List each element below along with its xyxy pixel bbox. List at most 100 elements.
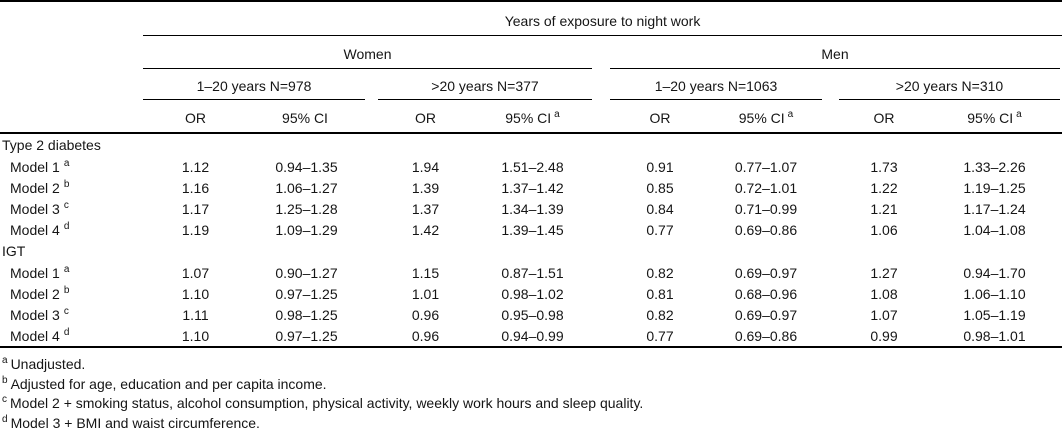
- ci-value: 0.68–0.96: [710, 283, 822, 304]
- row-label: Model 4 d: [0, 325, 143, 347]
- model-label: Model 3: [10, 201, 60, 217]
- or-value: 0.99: [839, 325, 929, 347]
- ci-value: 1.33–2.26: [929, 156, 1060, 177]
- column-header-ci: 95% CI: [248, 100, 365, 134]
- sex-header-women: Women: [143, 36, 592, 69]
- or-value: 0.84: [610, 198, 710, 219]
- or-value: 1.07: [143, 262, 248, 283]
- footnote-marker: b: [64, 179, 70, 190]
- or-value: 1.94: [378, 156, 473, 177]
- sex-header-row: Women Men: [0, 36, 1062, 69]
- ci-label: 95% CI: [505, 110, 551, 126]
- footnote-marker: c: [64, 200, 69, 211]
- paper-table-figure: Years of exposure to night work Women Me…: [0, 0, 1062, 419]
- or-value: 1.11: [143, 304, 248, 325]
- spacer-cell: [365, 69, 378, 100]
- or-value: 1.15: [378, 262, 473, 283]
- ci-value: 0.72–1.01: [710, 177, 822, 198]
- footnote-text: Model 3 + BMI and waist circumference.: [11, 415, 260, 431]
- spacer-cell: [822, 325, 839, 347]
- row-label: Model 2 b: [0, 283, 143, 304]
- footnote-text: Model 2 + smoking status, alcohol consum…: [10, 395, 643, 411]
- footnote-marker: d: [64, 327, 70, 338]
- spacer-cell: [592, 177, 610, 198]
- footnote-marker: a: [1016, 109, 1022, 120]
- spacer-cell: [592, 304, 610, 325]
- ci-label: 95% CI: [282, 110, 328, 126]
- ci-value: 1.06–1.10: [929, 283, 1060, 304]
- footnote-marker: a: [554, 109, 560, 120]
- or-value: 1.10: [143, 325, 248, 347]
- spacer-cell: [365, 283, 378, 304]
- or-value: 1.37: [378, 198, 473, 219]
- spacer-cell: [822, 304, 839, 325]
- model-label: Model 2: [10, 286, 60, 302]
- ci-value: 1.06–1.27: [248, 177, 365, 198]
- spacer-cell: [365, 304, 378, 325]
- column-header-or: OR: [839, 100, 929, 134]
- footnote-marker: d: [64, 221, 70, 232]
- spacer-cell: [592, 198, 610, 219]
- footnote-marker: a: [64, 264, 70, 275]
- spacer-cell: [822, 262, 839, 283]
- ci-value: 0.98–1.25: [248, 304, 365, 325]
- spacer-cell: [592, 156, 610, 177]
- ci-value: 0.94–1.70: [929, 262, 1060, 283]
- or-value: 1.73: [839, 156, 929, 177]
- spacer-cell: [592, 219, 610, 240]
- or-value: 0.77: [610, 325, 710, 347]
- blank-corner: [0, 69, 143, 100]
- section-label: Type 2 diabetes: [0, 133, 1062, 156]
- or-value: 1.06: [839, 219, 929, 240]
- ci-label: 95% CI: [967, 110, 1013, 126]
- footnote-marker: b: [64, 285, 70, 296]
- table-title: Years of exposure to night work: [143, 1, 1062, 36]
- spacer-cell: [822, 283, 839, 304]
- ci-value: 0.98–1.02: [473, 283, 592, 304]
- ci-value: 0.69–0.86: [710, 325, 822, 347]
- or-value: 1.19: [143, 219, 248, 240]
- or-value: 1.42: [378, 219, 473, 240]
- spacer-cell: [592, 69, 610, 100]
- or-value: 0.82: [610, 304, 710, 325]
- or-value: 1.01: [378, 283, 473, 304]
- footnote-text: Adjusted for age, education and per capi…: [11, 376, 327, 392]
- ci-value: 1.39–1.45: [473, 219, 592, 240]
- spacer-cell: [592, 100, 610, 134]
- spacer-cell: [365, 177, 378, 198]
- spacer-cell: [592, 283, 610, 304]
- or-value: 1.22: [839, 177, 929, 198]
- row-label: Model 2 b: [0, 177, 143, 198]
- ci-value: 0.77–1.07: [710, 156, 822, 177]
- model-label: Model 4: [10, 328, 60, 344]
- blank-corner: [0, 100, 143, 134]
- or-value: 1.21: [839, 198, 929, 219]
- ci-value: 0.98–1.01: [929, 325, 1060, 347]
- footnote-marker: a: [2, 355, 8, 366]
- footnote-marker: d: [2, 414, 8, 425]
- cohort-header-women-over-20: >20 years N=377: [378, 69, 592, 100]
- or-value: 1.16: [143, 177, 248, 198]
- or-value: 1.08: [839, 283, 929, 304]
- footnote-text: Unadjusted.: [11, 356, 86, 372]
- ci-value: 1.05–1.19: [929, 304, 1060, 325]
- ci-value: 1.25–1.28: [248, 198, 365, 219]
- ci-value: 1.37–1.42: [473, 177, 592, 198]
- ci-value: 1.51–2.48: [473, 156, 592, 177]
- model-label: Model 2: [10, 180, 60, 196]
